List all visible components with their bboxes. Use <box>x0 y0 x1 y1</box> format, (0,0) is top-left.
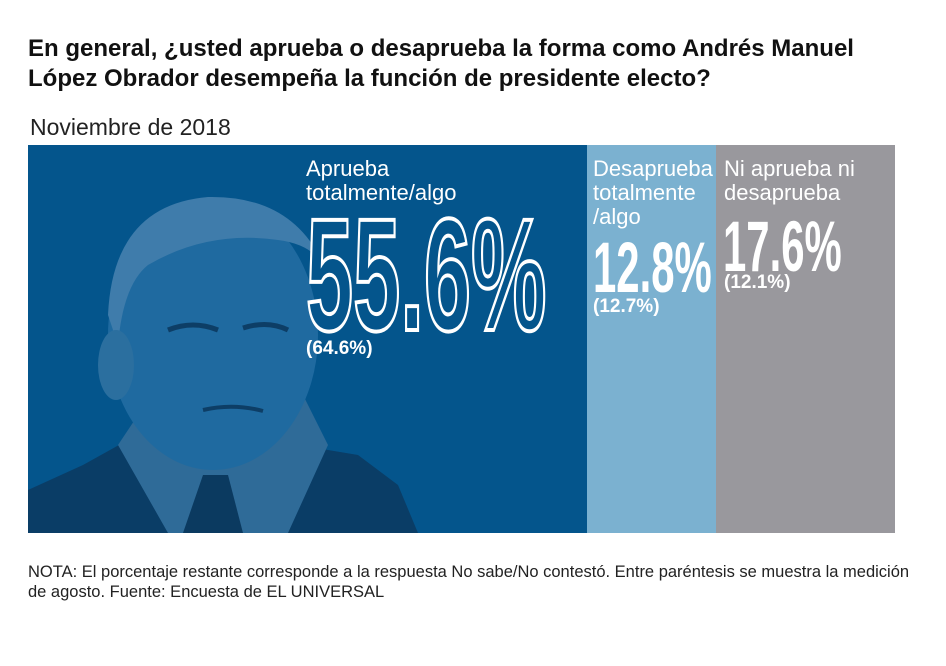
chart-subtitle: Noviembre de 2018 <box>30 114 231 140</box>
previous-label-ni: (12.1%) <box>724 272 791 293</box>
label-ni: Ni aprueba ni desaprueba <box>724 156 855 205</box>
bar-segment-aprueba: Aprueba totalmente/algo 55.6% (64.6%) <box>28 145 587 533</box>
portrait-photo <box>28 196 418 533</box>
value-label-ni: 17.6% <box>723 208 842 287</box>
value-label-desaprueba: 12.8% <box>593 229 712 308</box>
previous-label-aprueba: (64.6%) <box>306 338 373 359</box>
chart-title: En general, ¿usted aprueba o desaprueba … <box>28 35 854 92</box>
label-desaprueba: Desaprueba totalmente /algo <box>593 156 713 229</box>
label-aprueba: Aprueba totalmente/algo <box>306 156 457 205</box>
value-label-aprueba: 55.6% <box>305 185 548 364</box>
bar-segment-desaprueba: Desaprueba totalmente /algo 12.8% (12.7%… <box>587 145 716 533</box>
bar-segment-ni: Ni aprueba ni desaprueba 17.6% (12.1%) <box>716 145 895 533</box>
footnote: NOTA: El porcentaje restante corresponde… <box>28 563 910 601</box>
previous-label-desaprueba: (12.7%) <box>593 296 660 317</box>
